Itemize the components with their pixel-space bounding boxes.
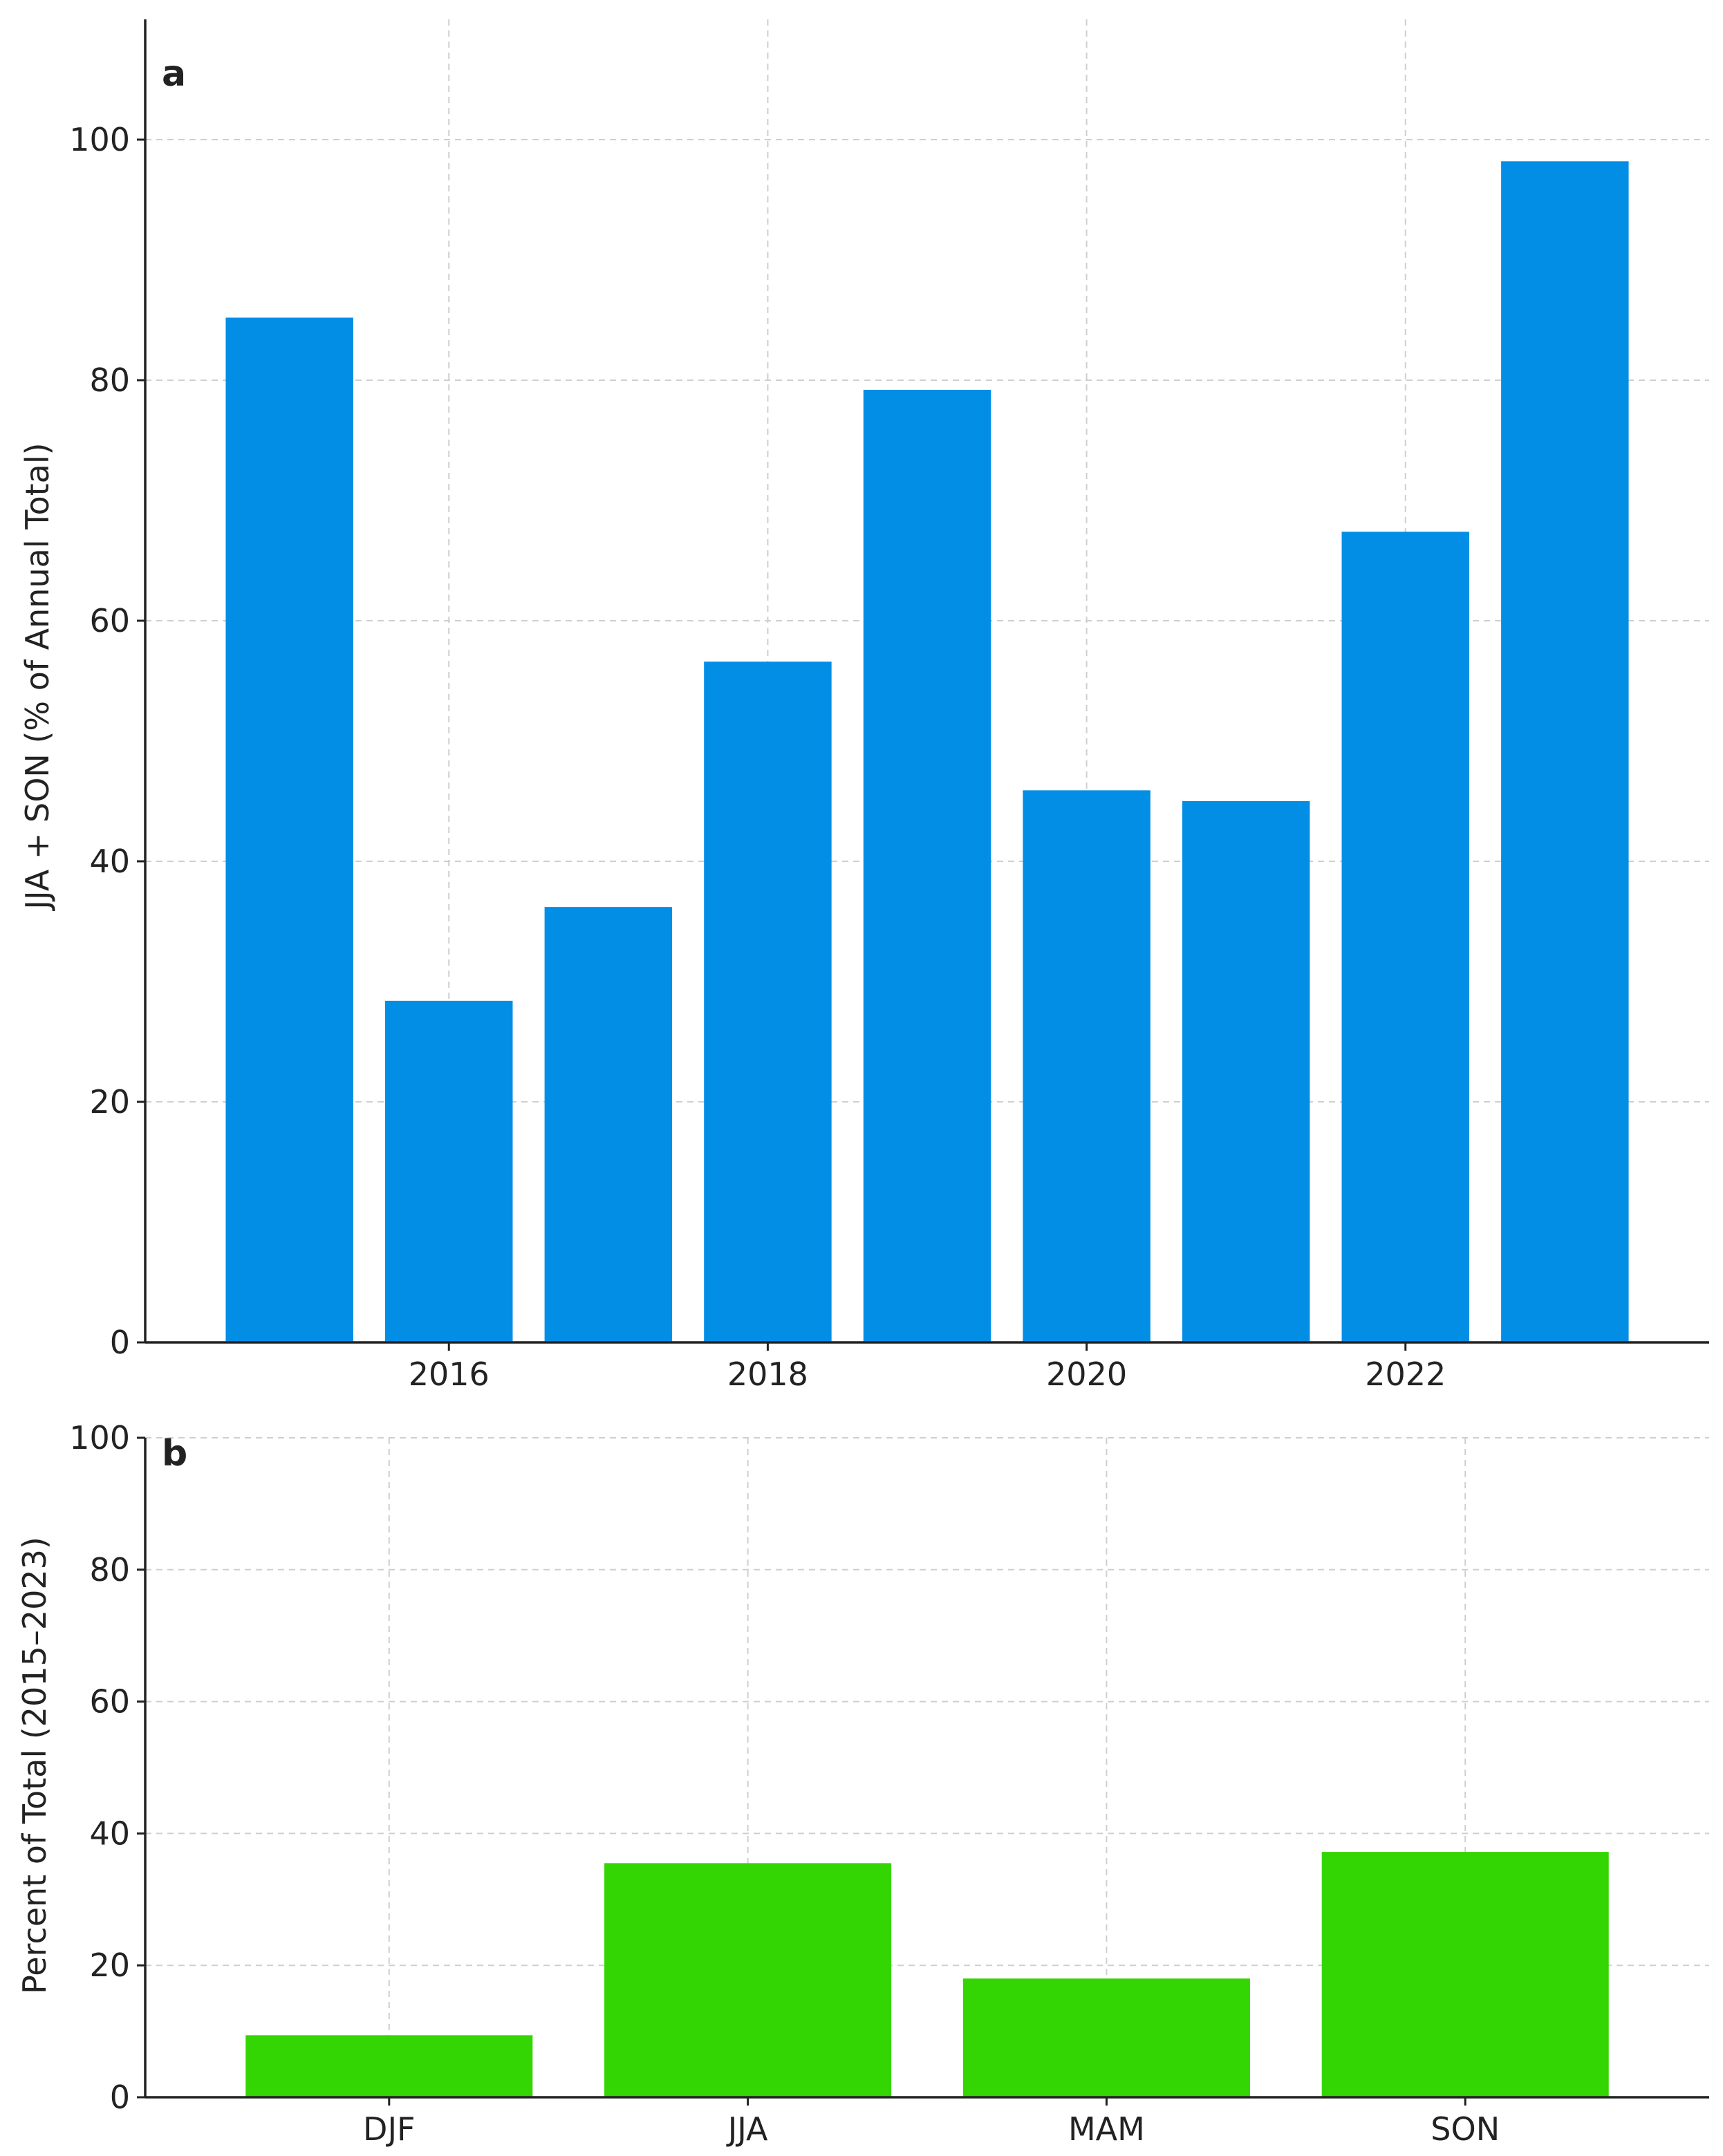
panel-b-ticks: 0 20 40 60 80 100 DJF JJA MAM SON	[69, 1419, 1500, 2148]
x-tick-label: 2020	[1046, 1356, 1127, 1393]
panel-b-bars	[245, 1852, 1609, 2097]
x-tick-label: JJA	[726, 2110, 768, 2148]
panel-a-axes	[144, 19, 1709, 1344]
y-tick-label: 100	[69, 121, 130, 158]
y-tick-label: 60	[89, 602, 130, 639]
x-tick-label: 2016	[409, 1356, 490, 1393]
bar-2018	[704, 662, 832, 1342]
panel-a-bars	[225, 161, 1629, 1343]
bar-son	[1321, 1852, 1609, 2097]
y-tick-label: 0	[110, 2079, 130, 2116]
y-tick-label: 100	[69, 1419, 130, 1456]
bar-2020	[1023, 790, 1151, 1342]
bar-mam	[962, 1978, 1250, 2097]
x-tick-label: DJF	[363, 2110, 415, 2148]
panel-a-ticks: 0 20 40 60 80 100 2016 2018 2020 2022	[69, 121, 1446, 1393]
y-tick-label: 0	[110, 1324, 130, 1361]
panel-a-y-axis-label: JJA + SON (% of Annual Total)	[19, 442, 56, 911]
x-tick-label: MAM	[1068, 2110, 1145, 2148]
y-tick-label: 80	[89, 362, 130, 399]
x-tick-label: 2018	[727, 1356, 808, 1393]
panel-a-letter: a	[162, 53, 186, 95]
panel-b-axes	[144, 1438, 1709, 2099]
y-tick-label: 40	[89, 1815, 130, 1852]
bar-2019	[863, 389, 991, 1343]
x-tick-label: 2022	[1365, 1356, 1446, 1393]
bar-2017	[544, 907, 673, 1342]
panel-b-y-axis-label: Percent of Total (2015–2023)	[16, 1537, 53, 1994]
bar-2016	[385, 1000, 513, 1342]
bar-2021	[1182, 801, 1310, 1342]
bar-2023	[1501, 161, 1629, 1342]
bar-djf	[245, 2035, 533, 2097]
bar-2015	[225, 317, 353, 1342]
panel-a-chart: 0 20 40 60 80 100 2016 2018 2020 2022 a JJA + SON…	[19, 19, 1709, 1393]
y-tick-label: 20	[89, 1083, 130, 1121]
bar-2022	[1341, 532, 1469, 1342]
panel-b-chart: 0 20 40 60 80 100 DJF JJA MAM SON b Percent of To…	[16, 1419, 1709, 2148]
y-tick-label: 20	[89, 1947, 130, 1984]
bar-jja	[604, 1863, 892, 2097]
y-tick-label: 40	[89, 843, 130, 880]
y-tick-label: 60	[89, 1683, 130, 1721]
y-tick-label: 80	[89, 1551, 130, 1588]
x-tick-label: SON	[1431, 2110, 1500, 2148]
panel-b-letter: b	[162, 1433, 187, 1474]
